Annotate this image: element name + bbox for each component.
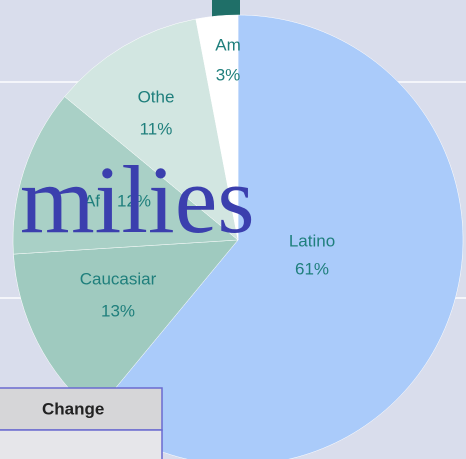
value-label: 61%	[295, 259, 329, 278]
value-label: 3%	[216, 65, 241, 84]
slice-label: Am	[215, 35, 241, 54]
shape	[212, 0, 240, 18]
table-cell	[0, 429, 163, 459]
pie-slice	[64, 18, 239, 241]
value-label: 13%	[101, 301, 135, 320]
pie-labels: Latino 61% Caucasiar 13% Af 12% Othe 11% Am 3%	[80, 35, 335, 320]
slice-label: Caucasiar	[80, 269, 157, 288]
pie	[12, 14, 464, 459]
slice-label: Latino	[289, 231, 335, 250]
value-label: 11%	[140, 119, 173, 138]
pie-slice	[94, 14, 464, 459]
slide-title: milies	[20, 146, 255, 253]
table-header-cell	[0, 387, 163, 431]
slice-label: Othe	[138, 87, 175, 106]
value-label: 12%	[117, 191, 151, 210]
table-header: Change	[42, 399, 104, 418]
slice-label: Af	[84, 191, 100, 210]
pie-slice	[195, 14, 239, 241]
pie-slice	[12, 96, 239, 255]
